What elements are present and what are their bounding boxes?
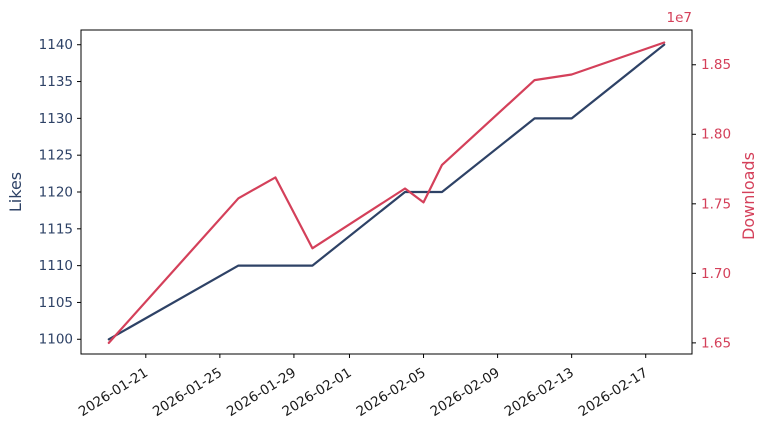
- right-axis-tick-label: 1.75: [701, 196, 731, 212]
- left-axis-title: Likes: [6, 172, 25, 212]
- x-axis-tick-label: 2026-02-17: [576, 365, 651, 420]
- right-axis-tick-label: 1.65: [701, 335, 731, 351]
- right-axis-offset-label: 1e7: [667, 10, 692, 26]
- left-axis-tick-label: 1140: [39, 37, 73, 53]
- right-axis-title: Downloads: [739, 152, 758, 240]
- x-axis-tick-label: 2026-02-05: [354, 365, 429, 420]
- x-axis-tick-label: 2026-02-13: [502, 365, 577, 420]
- left-axis-tick-label: 1125: [39, 148, 73, 164]
- left-axis-tick-label: 1115: [39, 221, 73, 237]
- x-axis-tick-label: 2026-01-21: [76, 365, 151, 420]
- left-axis-tick-label: 1135: [39, 74, 73, 90]
- downloads-line-series: [107, 41, 666, 344]
- left-axis-tick-label: 1130: [39, 111, 73, 127]
- left-axis-tick-label: 1120: [39, 184, 73, 200]
- right-axis-tick-label: 1.80: [701, 127, 731, 143]
- left-axis-tick-label: 1105: [39, 295, 73, 311]
- left-axis-tick-label: 1100: [39, 332, 73, 348]
- x-axis-tick-label: 2026-01-25: [150, 365, 225, 420]
- x-axis-tick-label: 2026-02-09: [428, 365, 503, 420]
- right-axis-tick-label: 1.85: [701, 57, 731, 73]
- plot-area: 1100 1105 1110 1115 1120 1125 1130 1135 1140 1.65…: [39, 29, 731, 420]
- plot-border: [80, 29, 693, 355]
- right-axis-tick-label: 1.70: [701, 266, 731, 282]
- likes-line-series: [107, 43, 666, 341]
- left-axis-tick-label: 1110: [39, 258, 73, 274]
